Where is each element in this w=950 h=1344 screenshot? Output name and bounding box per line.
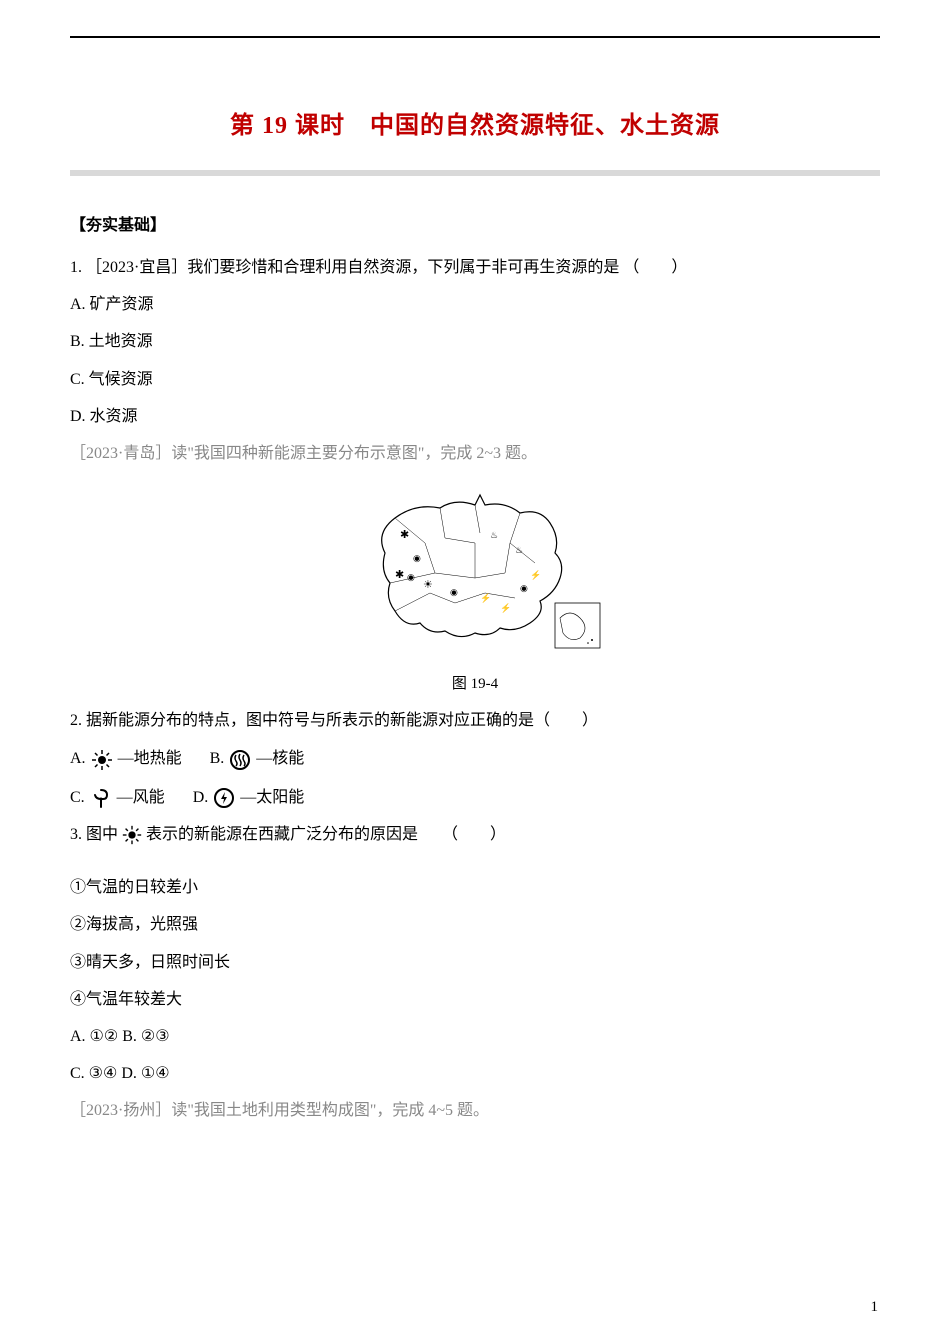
q2-option-c: C. —风能 [70,779,165,817]
svg-text:◉: ◉ [407,572,415,582]
svg-text:⚡: ⚡ [500,602,511,614]
lesson-title: 第 19 课时 中国的自然资源特征、水土资源 [70,105,880,140]
svg-text:⚡: ⚡ [530,569,541,581]
q2-c-label: C. [70,779,85,817]
q3-stem: 3. 图中 表示的新能源在西藏广泛分布的原因是 （ ） [70,817,880,852]
svg-text:☀: ☀ [423,579,433,591]
q2-b-text: —核能 [256,740,304,778]
figure-caption: 图 19-4 [70,672,880,693]
q1-option-c: C. 气候资源 [70,362,880,397]
intro-45: ［2023·扬州］读"我国土地利用类型构成图"，完成 4~5 题。 [70,1093,880,1128]
china-map-svg: ✱ ◉ ✱ ◉ ☀ ◉ ⚡ ⚡ ◉ ⚡ ♨ ♨ [345,483,605,663]
svg-text:◉: ◉ [413,553,421,563]
svg-text:✱: ✱ [395,569,404,581]
q3-pre: 3. 图中 [70,817,118,852]
q1-option-a: A. 矿产资源 [70,287,880,322]
q2-b-label: B. [210,740,225,778]
top-rule [70,36,880,38]
q2-a-label: A. [70,740,86,778]
q2-option-a: A. —地热能 [70,740,182,778]
intro-23: ［2023·青岛］读"我国四种新能源主要分布示意图"，完成 2~3 题。 [70,436,880,471]
sun-icon [121,824,143,846]
svg-text:♨: ♨ [515,545,523,555]
q1-stem: 1. ［2023·宜昌］我们要珍惜和合理利用自然资源，下列属于非可再生资源的是 … [70,250,880,285]
section-header: 【夯实基础】 [70,211,880,235]
q2-d-text: —太阳能 [240,779,304,817]
q3-choice-1: ①气温的日较差小 [70,870,880,905]
page-number: 1 [871,1299,879,1316]
q3-choice-4: ④气温年较差大 [70,982,880,1017]
lightning-icon [212,786,236,810]
svg-text:◉: ◉ [520,583,528,593]
wind-icon [89,786,113,810]
q3-options-ab: A. ①② B. ②③ [70,1019,880,1054]
q2-c-text: —风能 [117,779,165,817]
figure-19-4: ✱ ◉ ✱ ◉ ☀ ◉ ⚡ ⚡ ◉ ⚡ ♨ ♨ 图 19-4 [70,483,880,693]
intro-23-text: ［2023·青岛］读"我国四种新能源主要分布示意图"，完成 2~3 题。 [70,445,537,462]
q2-a-text: —地热能 [118,740,182,778]
q2-stem: 2. 据新能源分布的特点，图中符号与所表示的新能源对应正确的是（ ） [70,703,880,738]
q3-choice-2: ②海拔高，光照强 [70,907,880,942]
q2-d-label: D. [193,779,209,817]
q2-row-ab: A. —地热能 B. —核能 [70,740,880,778]
q3-options-cd: C. ③④ D. ①④ [70,1056,880,1091]
q1-option-b: B. 土地资源 [70,324,880,359]
q2-option-b: B. —核能 [210,740,305,778]
intro-45-text: ［2023·扬州］读"我国土地利用类型构成图"，完成 4~5 题。 [70,1102,489,1119]
svg-text:⚡: ⚡ [480,592,491,604]
svg-text:♨: ♨ [490,530,498,540]
q2-option-d: D. —太阳能 [193,779,305,817]
geothermal-icon [228,748,252,772]
svg-text:✱: ✱ [400,529,409,541]
q3-choice-3: ③晴天多，日照时间长 [70,945,880,980]
q3-post: 表示的新能源在西藏广泛分布的原因是 （ ） [146,817,506,852]
title-divider [70,170,880,176]
svg-text:◉: ◉ [450,587,458,597]
sun-icon [90,748,114,772]
q2-row-cd: C. —风能 D. —太阳能 [70,779,880,817]
q1-option-d: D. 水资源 [70,399,880,434]
